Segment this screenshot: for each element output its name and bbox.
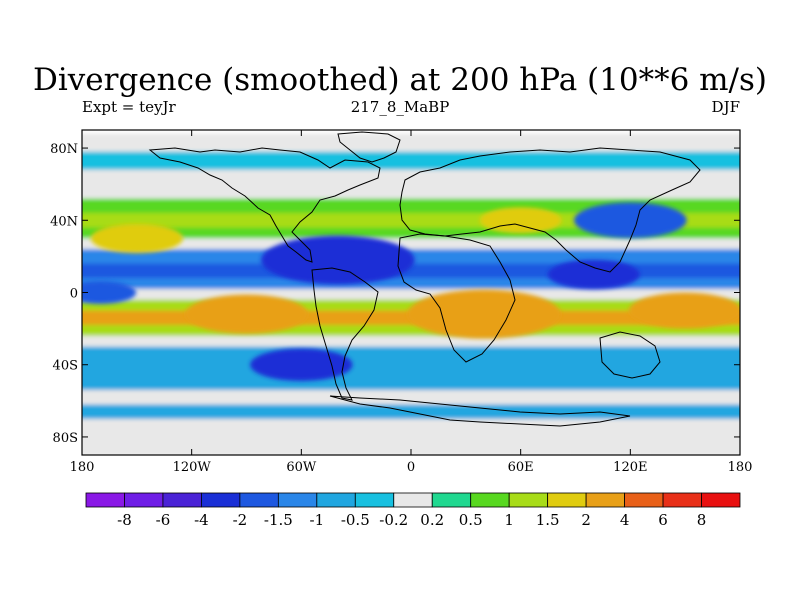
colorbar-label: 8 [697, 511, 707, 529]
contour-band [82, 390, 740, 406]
colorbar-label: -0.5 [341, 511, 370, 529]
colorbar-box [547, 492, 587, 508]
contour-band [82, 184, 740, 200]
colorbar-label: -1.5 [264, 511, 293, 529]
colorbar-label: 4 [620, 511, 630, 529]
coast-eurasia [399, 147, 701, 273]
contour-band [82, 335, 740, 348]
contour-field [82, 133, 740, 455]
contour-band [82, 151, 740, 171]
contour-cell [479, 207, 562, 234]
contour-band [82, 346, 740, 363]
y-tick-label: 40S [53, 359, 78, 374]
coast-australia [599, 331, 661, 379]
colorbar-box [701, 492, 741, 508]
colorbar-label: 0.5 [459, 511, 483, 529]
contour-band [82, 278, 740, 290]
coast-south-america [311, 267, 379, 401]
contour-band [82, 198, 740, 215]
contour-band [82, 418, 740, 455]
contour-cell [185, 294, 308, 334]
x-tick-label: 60E [508, 460, 534, 475]
y-tick-label: 40N [50, 214, 78, 229]
contour-cell [574, 202, 687, 239]
contour-band [82, 238, 740, 251]
colorbar-box [393, 492, 433, 508]
y-tick-label: 80N [50, 142, 78, 157]
x-tick-label: 60W [286, 460, 317, 475]
colorbar-box [124, 492, 164, 508]
contour-band [82, 227, 740, 240]
coastlines [148, 131, 701, 427]
contour-band [82, 299, 740, 312]
x-tick-label: 180 [728, 460, 753, 475]
contour-band [82, 325, 740, 337]
colorbar-label: -2 [233, 511, 248, 529]
colorbar-box [277, 492, 318, 508]
coast-greenland [337, 131, 401, 163]
colorbar-box [624, 492, 664, 508]
colorbar-label: -4 [194, 511, 209, 529]
y-tick-label: 80S [53, 431, 78, 446]
contour-cell [261, 235, 415, 285]
season-label: DJF [711, 98, 740, 116]
colorbar-box [85, 492, 125, 508]
coast-africa [397, 233, 516, 363]
colorbar-box [508, 492, 549, 508]
colorbar-label: 0.2 [420, 511, 444, 529]
contour-band [82, 361, 740, 377]
contour-cell [82, 281, 137, 304]
x-tick-label: 120E [613, 460, 647, 475]
colorbar-label: -1 [310, 511, 325, 529]
contour-cell [90, 223, 183, 253]
contour-cell [250, 348, 353, 381]
colorbar-label: 1.5 [536, 511, 560, 529]
colorbar-box [162, 492, 202, 508]
contour-cell [407, 289, 561, 339]
colorbar-label: -8 [117, 511, 132, 529]
case-label: 217_8_MaBP [350, 98, 450, 116]
contour-cell [547, 259, 640, 290]
colorbar-box [662, 492, 702, 508]
y-tick-label: 0 [70, 287, 78, 302]
colorbar-box [239, 492, 279, 508]
colorbar-box [470, 492, 510, 508]
contour-band [82, 375, 740, 391]
coast-antarctica [329, 395, 631, 427]
x-tick-label: 0 [407, 460, 415, 475]
colorbar-label: 1 [504, 511, 514, 529]
colorbar-label: -6 [156, 511, 171, 529]
map-title: Divergence (smoothed) at 200 hPa (10**6 … [33, 62, 767, 98]
colorbar-box [354, 492, 395, 508]
colorbar-box [316, 492, 356, 508]
coast-north-america [148, 147, 381, 263]
colorbar-box [431, 492, 472, 508]
contour-cell [628, 292, 740, 329]
colorbar-label: 6 [658, 511, 668, 529]
map-axes: 180 120W 60W 0 60E 120E 180 80N 40N 0 40S 80S [50, 130, 752, 475]
colorbar-label: -0.2 [379, 511, 408, 529]
colorbar-box [585, 492, 625, 508]
colorbar-box [201, 492, 241, 508]
x-tick-label: 180 [70, 460, 95, 475]
contour-band [82, 133, 740, 153]
colorbar-label: 2 [581, 511, 591, 529]
contour-band [82, 169, 740, 186]
experiment-label: Expt = teyJr [82, 98, 176, 116]
x-tick-label: 120W [173, 460, 212, 475]
contour-band [82, 288, 740, 301]
